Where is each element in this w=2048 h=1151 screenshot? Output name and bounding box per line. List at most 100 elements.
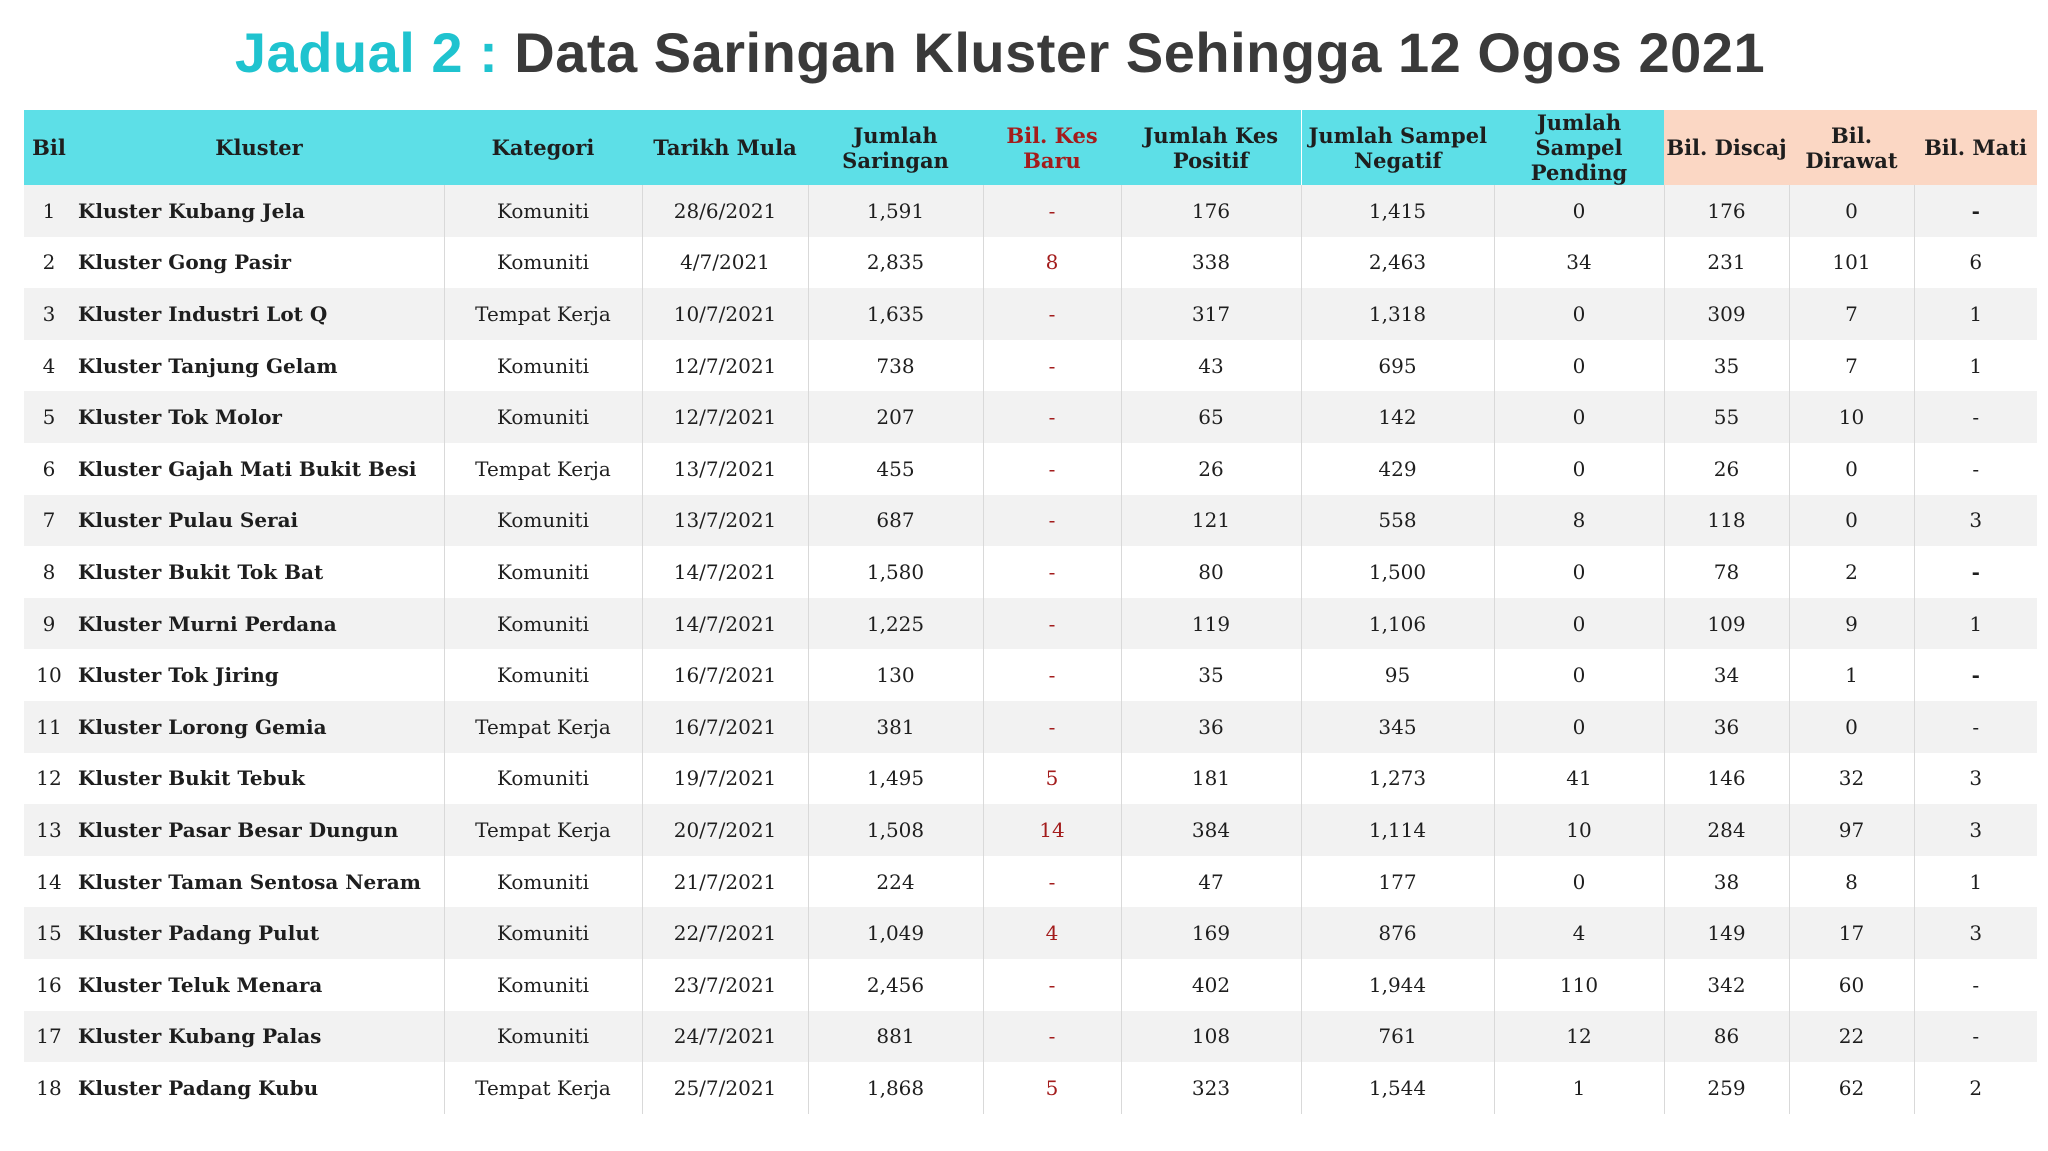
cell-tarikh-mula: 12/7/2021 — [642, 339, 809, 392]
cell-dirawat: 60 — [1789, 958, 1915, 1011]
cell-jumlah-saringan: 2,835 — [808, 236, 984, 289]
cell-tarikh-mula: 22/7/2021 — [642, 907, 809, 959]
table-row: 4 Kluster Tanjung Gelam Komuniti 12/7/2021 7… — [24, 339, 2037, 392]
cell-discaj: 176 — [1664, 185, 1790, 237]
cell-bil: 16 — [24, 958, 74, 1011]
cell-kluster: Kluster Pasar Besar Dungun — [74, 804, 445, 856]
cell-sampel-negatif: 1,415 — [1301, 185, 1495, 237]
cell-sampel-negatif: 429 — [1301, 442, 1495, 495]
cell-sampel-negatif: 876 — [1301, 907, 1495, 959]
cell-kes-baru: - — [983, 185, 1122, 237]
header-kategori: Kategori — [444, 110, 642, 185]
cell-tarikh-mula: 23/7/2021 — [642, 958, 809, 1011]
cell-dirawat: 0 — [1789, 185, 1915, 237]
cell-bil: 1 — [24, 185, 74, 237]
cell-discaj: 146 — [1664, 752, 1790, 805]
cell-bil: 3 — [24, 288, 74, 340]
header-jumlah-saringan: Jumlah Saringan — [808, 110, 983, 185]
cell-mati: 1 — [1914, 339, 2037, 392]
cell-kluster: Kluster Gong Pasir — [74, 236, 445, 289]
cell-kategori: Komuniti — [444, 236, 643, 289]
cell-mati: 3 — [1914, 907, 2037, 959]
cell-kes-positif: 35 — [1121, 649, 1302, 701]
header-sampel-pending: Jumlah Sampel Pending — [1494, 110, 1664, 185]
cell-kes-baru: 5 — [983, 1062, 1122, 1114]
cell-kes-baru: - — [983, 546, 1122, 598]
cell-kes-positif: 108 — [1121, 1010, 1302, 1063]
header-discaj: Bil. Discaj — [1664, 110, 1789, 185]
table-row: 11 Kluster Lorong Gemia Tempat Kerja 16/7/2… — [24, 700, 2037, 753]
cell-kes-positif: 43 — [1121, 339, 1302, 392]
cell-mati: 1 — [1914, 855, 2037, 908]
cell-bil: 8 — [24, 546, 74, 598]
cell-kes-positif: 384 — [1121, 804, 1302, 856]
cell-tarikh-mula: 19/7/2021 — [642, 752, 809, 805]
cell-kategori: Komuniti — [444, 597, 643, 650]
cell-bil: 17 — [24, 1010, 74, 1063]
cell-mati: - — [1914, 958, 2037, 1011]
cell-kategori: Komuniti — [444, 855, 643, 908]
table-body: 1 Kluster Kubang Jela Komuniti 28/6/2021 1,5… — [24, 185, 2037, 1114]
cell-kes-baru: 14 — [983, 804, 1122, 856]
cell-kes-baru: - — [983, 339, 1122, 392]
cell-kes-baru: - — [983, 391, 1122, 443]
cell-kes-baru: - — [983, 442, 1122, 495]
cell-discaj: 36 — [1664, 700, 1790, 753]
cell-mati: 3 — [1914, 752, 2037, 805]
cell-bil: 15 — [24, 907, 74, 959]
cell-kes-positif: 323 — [1121, 1062, 1302, 1114]
cell-kluster: Kluster Teluk Menara — [74, 958, 445, 1011]
cell-dirawat: 9 — [1789, 597, 1915, 650]
table-row: 6 Kluster Gajah Mati Bukit Besi Tempat Ker… — [24, 442, 2037, 495]
cell-kategori: Komuniti — [444, 546, 643, 598]
header-sampel-negatif: Jumlah Sampel Negatif — [1301, 110, 1494, 185]
cell-kategori: Komuniti — [444, 494, 643, 547]
cell-tarikh-mula: 28/6/2021 — [642, 185, 809, 237]
cell-kes-positif: 338 — [1121, 236, 1302, 289]
cell-kategori: Komuniti — [444, 958, 643, 1011]
cell-dirawat: 1 — [1789, 649, 1915, 701]
header-kes-positif: Jumlah Kes Positif — [1121, 110, 1302, 185]
cell-mati: - — [1914, 546, 2037, 598]
cell-dirawat: 10 — [1789, 391, 1915, 443]
cell-discaj: 342 — [1664, 958, 1790, 1011]
cell-kluster: Kluster Lorong Gemia — [74, 700, 445, 753]
cell-mati: 1 — [1914, 597, 2037, 650]
cell-kluster: Kluster Tok Jiring — [74, 649, 445, 701]
cell-sampel-negatif: 1,106 — [1301, 597, 1495, 650]
cell-kes-positif: 47 — [1121, 855, 1302, 908]
cell-kategori: Komuniti — [444, 752, 643, 805]
cell-kategori: Komuniti — [444, 391, 643, 443]
cell-tarikh-mula: 21/7/2021 — [642, 855, 809, 908]
table-row: 17 Kluster Kubang Palas Komuniti 24/7/2021 8… — [24, 1010, 2037, 1063]
cell-kluster: Kluster Murni Perdana — [74, 597, 445, 650]
cell-sampel-pending: 10 — [1494, 804, 1665, 856]
cell-kes-positif: 65 — [1121, 391, 1302, 443]
cell-bil: 7 — [24, 494, 74, 547]
cell-dirawat: 0 — [1789, 494, 1915, 547]
cell-sampel-pending: 12 — [1494, 1010, 1665, 1063]
cell-sampel-negatif: 1,500 — [1301, 546, 1495, 598]
cell-sampel-pending: 0 — [1494, 649, 1665, 701]
cell-tarikh-mula: 4/7/2021 — [642, 236, 809, 289]
cell-dirawat: 101 — [1789, 236, 1915, 289]
cell-kategori: Komuniti — [444, 339, 643, 392]
cell-dirawat: 2 — [1789, 546, 1915, 598]
cell-tarikh-mula: 13/7/2021 — [642, 494, 809, 547]
cell-kes-positif: 402 — [1121, 958, 1302, 1011]
cell-kes-baru: - — [983, 958, 1122, 1011]
cell-discaj: 109 — [1664, 597, 1790, 650]
cell-kategori: Komuniti — [444, 907, 643, 959]
cell-kes-positif: 121 — [1121, 494, 1302, 547]
header-kes-baru: Bil. Kes Baru — [983, 110, 1121, 185]
cell-discaj: 149 — [1664, 907, 1790, 959]
cell-kes-positif: 176 — [1121, 185, 1302, 237]
cell-kes-positif: 26 — [1121, 442, 1302, 495]
table-row: 14 Kluster Taman Sentosa Neram Komuniti 21/… — [24, 855, 2037, 908]
cell-sampel-negatif: 1,544 — [1301, 1062, 1495, 1114]
cell-kes-baru: 8 — [983, 236, 1122, 289]
cell-kes-positif: 317 — [1121, 288, 1302, 340]
cell-discaj: 284 — [1664, 804, 1790, 856]
cell-jumlah-saringan: 1,580 — [808, 546, 984, 598]
cell-kategori: Komuniti — [444, 649, 643, 701]
